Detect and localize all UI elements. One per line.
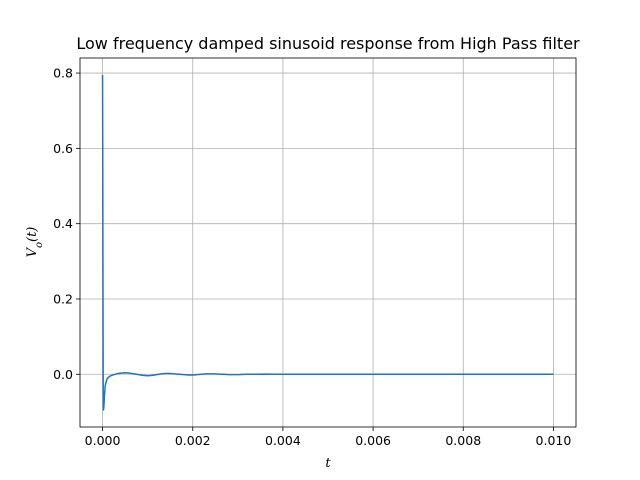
series-line <box>101 74 554 411</box>
x-tick-label: 0.004 <box>265 433 301 448</box>
x-tick-label: 0.006 <box>355 433 391 448</box>
x-tick-label: 0.000 <box>85 433 121 448</box>
y-tick-label: 0.0 <box>53 367 73 382</box>
y-tick-label: 0.4 <box>53 216 73 231</box>
plot-frame <box>79 57 577 428</box>
grid <box>80 58 576 427</box>
y-axis-label: Vo(t) <box>25 227 45 258</box>
x-tick-label: 0.002 <box>175 433 211 448</box>
series-layer <box>101 74 554 411</box>
chart-title: Low frequency damped sinusoid response f… <box>76 34 580 53</box>
y-tick-label: 0.2 <box>53 291 73 306</box>
ticks: 0.000 0.002 0.004 0.006 0.008 0.010 0.0 0.2 0.4 0… <box>53 66 571 448</box>
y-tick-label: 0.8 <box>53 66 73 81</box>
x-axis-label: t <box>325 456 331 471</box>
x-tick-label: 0.008 <box>445 433 481 448</box>
x-tick-label: 0.010 <box>536 433 572 448</box>
y-tick-label: 0.6 <box>53 141 73 156</box>
